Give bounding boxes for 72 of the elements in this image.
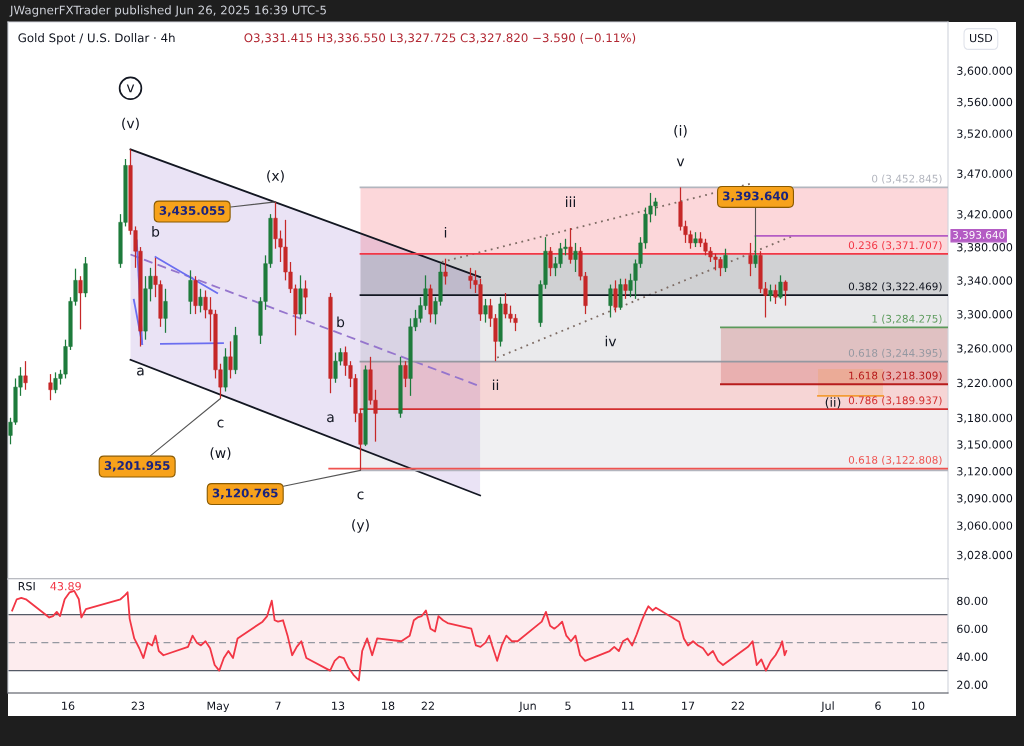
y-tick-label: 3,600.000 [957,66,1013,77]
annotation: 3,201.955 [104,461,170,472]
annotation: b [152,226,160,237]
annotation: c [357,491,364,500]
series-label: 0.236 (3,371.707) [848,241,942,251]
x-tick-label: 13 [332,701,345,710]
annotation: (v) [122,117,139,131]
annotation: 3,435.055 [159,206,225,217]
y-tick-label: 20.00 [957,680,988,689]
annotation: a [137,367,144,376]
chart-title: RSI [18,581,35,591]
y-tick-label: 3,180.000 [957,413,1013,424]
x-tick-label: May [207,701,230,713]
x-tick-label: Jul [820,701,834,712]
annotation: 3,393.640 [723,191,789,202]
annotation: (ii) [825,397,841,409]
x-tick-label: 5 [565,701,571,710]
x-tick-label: 23 [131,701,145,710]
x-tick-label: 22 [731,701,744,710]
annotation: v [126,84,135,93]
annotation: iii [566,196,575,207]
y-tick-label: 3,520.000 [957,129,1013,139]
text: JWagnerFXTrader published Jun 26, 2025 16:39 UTC-5 [9,5,326,17]
annotation: ii [492,379,499,390]
y-axis-title: USD [969,33,993,43]
annotation: b [337,316,345,328]
annotation: (w) [210,447,231,460]
annotation: (i) [674,125,687,138]
y-tick-label: 3,220.000 [957,378,1013,389]
annotation: 3,120.765 [212,488,278,499]
y-tick-label: 3,090.000 [957,494,1013,504]
x-tick-label: 22 [421,701,434,710]
series-label: 0.618 (3,122.808) [848,455,942,465]
text: O3,331.415 H3,336.550 L3,327.725 C3,327.820 −3.590 (−0.11%) [244,33,636,44]
annotation: a [327,414,334,423]
x-tick-label: Jun [518,701,536,712]
y-tick-label: 3,420.000 [957,210,1013,220]
series-label: 0 (3,452.845) [872,174,942,184]
y-tick-label: 3,300.000 [957,310,1013,320]
x-tick-label: 18 [382,701,395,710]
x-tick-label: 10 [912,701,925,710]
annotation: (x) [267,170,284,183]
y-tick-label: 3,028.000 [957,550,1013,561]
y-tick-label: 3,340.000 [957,276,1013,286]
annotation: c [217,419,224,428]
chart-subtitle: 43.89 [50,581,81,591]
x-tick-label: 17 [682,701,695,710]
series-label: 0.786 (3,189.937) [848,396,942,406]
annotation: iv [605,335,617,347]
y-tick-label: 3,060.000 [957,521,1013,531]
y-tick-label: 3,120.000 [957,467,1013,477]
y-tick-label: 3,380.000 [957,243,1013,253]
x-tick-label: 16 [62,701,75,710]
annotation: i [444,226,447,238]
series-label: 0.382 (3,322.469) [848,282,942,292]
y-tick-label: 80.00 [957,596,988,606]
y-tick-label: 3,470.000 [957,169,1013,180]
y-tick-label: 3,150.000 [957,440,1013,450]
x-tick-label: 7 [275,701,281,710]
annotation: v [676,158,685,167]
annotation: (y) [352,519,369,533]
data-label: 3,393.640 [952,230,1005,240]
y-tick-label: 3,560.000 [957,97,1013,108]
x-tick-label: 11 [622,701,635,710]
y-tick-label: 3,260.000 [957,344,1013,354]
series-label: 1.618 (3,218.309) [849,371,942,381]
series-label: 1 (3,284.275) [872,314,942,324]
text: Gold Spot / U.S. Dollar · 4h [18,33,175,45]
y-tick-label: 40.00 [956,652,988,662]
y-tick-label: 60.00 [957,624,988,634]
series-label: 0.618 (3,244.395) [848,348,942,359]
x-tick-label: 6 [875,701,881,710]
